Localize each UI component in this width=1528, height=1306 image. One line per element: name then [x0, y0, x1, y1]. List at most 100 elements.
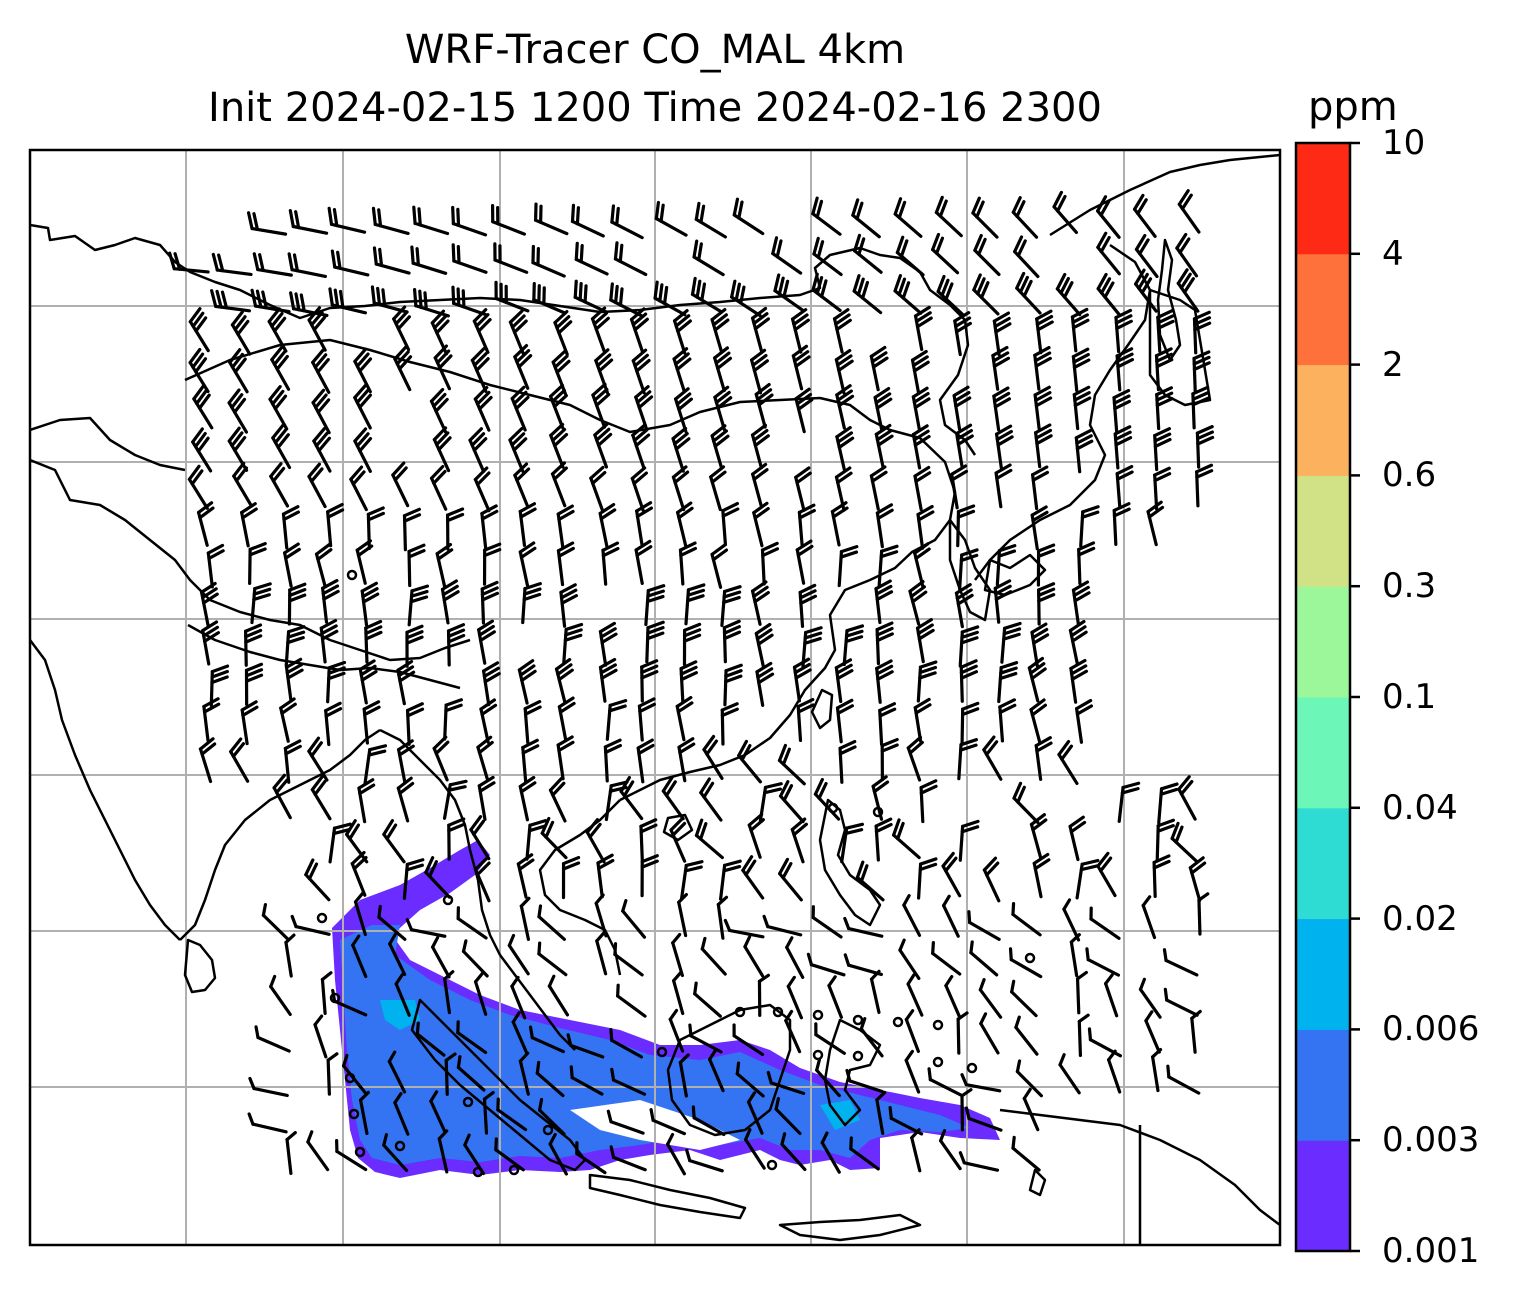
wind-barb-flag — [954, 321, 972, 334]
wind-barb-flag — [735, 1061, 741, 1076]
wind-barb-flag — [872, 780, 890, 794]
wind-barb-flag — [363, 705, 381, 717]
wind-barb — [982, 856, 1001, 903]
wind-barb — [777, 743, 806, 786]
calm-markers — [316, 569, 1036, 1178]
wind-barb — [913, 697, 932, 743]
colorbar-tick-label: 0.1 — [1382, 677, 1437, 717]
wind-barb — [1134, 268, 1158, 313]
wind-barb-flag — [1079, 864, 1099, 872]
wind-barb — [927, 1067, 963, 1097]
calm-marker — [812, 1009, 824, 1021]
wind-barb-flag — [473, 466, 489, 482]
wind-barb-flag — [342, 1053, 349, 1068]
wind-barb-flag — [1068, 815, 1085, 829]
wind-barb — [911, 386, 931, 432]
wind-barb — [304, 858, 331, 902]
wind-barb-flag — [1087, 1027, 1093, 1042]
wind-barb-flag — [632, 428, 649, 442]
wind-barb-flag — [721, 507, 740, 518]
wind-barb-flag — [1116, 358, 1135, 369]
wind-barb-flag — [1056, 194, 1067, 213]
wind-barb-flag — [749, 348, 767, 362]
wind-barb-flag — [372, 246, 378, 266]
wind-barb — [869, 465, 888, 511]
wind-barb — [482, 542, 502, 586]
wind-barb — [433, 344, 453, 391]
wind-barb — [874, 423, 894, 470]
wind-barb — [936, 274, 965, 317]
taiwan — [810, 688, 834, 730]
wind-barb-flag — [955, 423, 973, 436]
calm-marker — [316, 912, 328, 924]
wind-barb — [314, 542, 333, 589]
wind-barb-shaft — [1077, 1019, 1083, 1058]
wind-barb-shaft — [827, 984, 843, 1019]
wind-barb-flag — [286, 625, 306, 634]
wind-barb — [198, 737, 217, 784]
wind-barb-flag — [514, 395, 530, 411]
wind-barb — [677, 737, 696, 783]
wind-barb-flag — [682, 622, 702, 632]
sri-lanka — [183, 938, 217, 994]
wind-barb-flag — [282, 510, 300, 522]
wind-barb-flag — [959, 738, 978, 747]
wind-barb-flag — [477, 318, 492, 333]
wind-barb — [382, 819, 406, 864]
wind-barb-flag — [1193, 321, 1212, 332]
wind-barb-flag — [557, 668, 574, 682]
wind-barb-flag — [834, 658, 853, 670]
wind-barb-flag — [1096, 851, 1110, 868]
wind-barb — [350, 850, 368, 897]
wind-barb-flag — [444, 703, 463, 713]
wind-barb — [432, 426, 452, 473]
wind-barb-shaft — [672, 979, 685, 1016]
wind-barb-flag — [639, 823, 658, 834]
wind-barb-shaft — [409, 928, 447, 938]
kazakh-area — [30, 416, 186, 472]
wind-barb-flag — [230, 393, 244, 410]
wind-barb — [513, 462, 531, 509]
wind-barb — [511, 1011, 529, 1055]
wind-barb — [429, 464, 448, 511]
wind-barb-flag — [912, 391, 930, 404]
wind-barb — [795, 539, 814, 585]
wind-barb — [523, 700, 542, 745]
wind-barb-flag — [792, 822, 808, 837]
wind-barb — [451, 285, 488, 317]
wind-barb — [382, 1133, 409, 1172]
wind-barb-flag — [271, 466, 286, 483]
wind-barb-flag — [191, 311, 205, 328]
wind-barb-flag — [895, 235, 905, 255]
wind-barb-flag — [832, 308, 850, 321]
wind-barb-flag — [1030, 667, 1047, 681]
wind-barb — [874, 579, 894, 625]
colorbar-tick-label: 0.001 — [1382, 1231, 1480, 1271]
wind-barb-flag — [973, 233, 983, 253]
wind-barb-shaft — [942, 903, 960, 938]
wind-barb-flag — [1155, 352, 1174, 363]
wind-barb-flag — [633, 317, 649, 332]
wind-barb-shaft — [939, 1139, 962, 1171]
wind-barb-flag — [1114, 314, 1133, 325]
wind-barb-flag — [913, 465, 931, 478]
wind-barb-flag — [915, 618, 933, 630]
wind-barb — [244, 623, 263, 667]
wind-barb — [971, 196, 999, 239]
wind-barb-shaft — [668, 1017, 685, 1053]
wind-barb-flag — [793, 662, 811, 675]
wind-barb — [1195, 425, 1215, 469]
wind-barb-shaft — [382, 1143, 409, 1172]
wind-barb-flag — [757, 633, 774, 646]
wind-barb-flag — [795, 471, 812, 485]
wind-barb-flag — [870, 351, 888, 364]
wind-barb-flag — [723, 859, 742, 867]
wind-barb — [1156, 308, 1175, 353]
wind-barb-flag — [878, 707, 897, 718]
wind-barb — [1029, 698, 1047, 745]
wind-barb — [402, 858, 425, 900]
wind-barb-flag — [403, 513, 422, 523]
wind-barb-flag — [794, 668, 812, 680]
wind-barb-shaft — [671, 941, 684, 978]
wind-barb — [1096, 195, 1121, 239]
